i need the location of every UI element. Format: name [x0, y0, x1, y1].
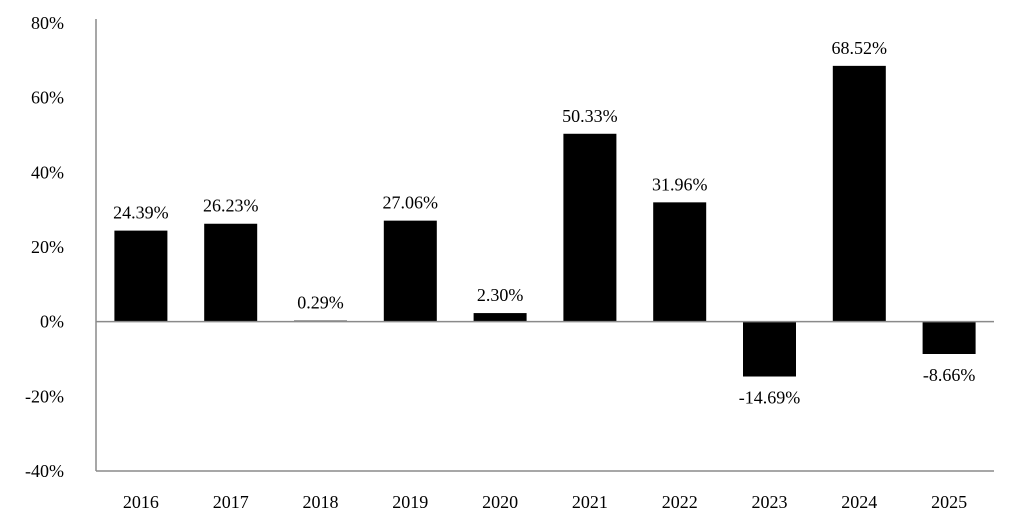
x-tick-label: 2020 — [482, 492, 518, 512]
data-label-2023: -14.69% — [739, 388, 801, 408]
x-tick-label: 2022 — [662, 492, 698, 512]
bar-2020 — [473, 313, 527, 322]
y-tick-label: 40% — [31, 162, 64, 182]
x-tick-label: 2024 — [841, 492, 877, 512]
bars — [114, 65, 976, 377]
x-tick-label: 2018 — [303, 492, 339, 512]
bar-2025 — [922, 321, 976, 354]
bar-2022 — [653, 202, 707, 322]
data-label-2018: 0.29% — [297, 293, 344, 313]
x-tick-label: 2019 — [392, 492, 428, 512]
x-tick-label: 2016 — [123, 492, 159, 512]
data-labels: 24.39% 26.23% 0.29% 27.06% 2.30% 50.33% 31.96%… — [113, 38, 975, 408]
y-tick-label: 60% — [31, 88, 64, 108]
bar-2023 — [743, 321, 796, 377]
data-label-2025: -8.66% — [923, 365, 976, 385]
data-label-2016: 24.39% — [113, 203, 169, 223]
x-tick-label: 2017 — [213, 492, 249, 512]
data-label-2024: 68.52% — [832, 38, 888, 58]
x-tick-label: 2021 — [572, 492, 608, 512]
y-tick-label: -20% — [25, 386, 64, 406]
data-label-2021: 50.33% — [562, 106, 618, 126]
y-tick-label: 20% — [31, 237, 64, 257]
bar-2024 — [832, 65, 886, 322]
bar-2017 — [204, 223, 258, 322]
x-axis-ticks: 2016 2017 2018 2019 2020 2021 2022 2023 2024 2025 — [123, 492, 967, 512]
y-tick-label: -40% — [25, 461, 64, 481]
bar-2016 — [114, 230, 168, 322]
data-label-2017: 26.23% — [203, 196, 259, 216]
x-tick-label: 2023 — [752, 492, 788, 512]
bar-2019 — [383, 220, 437, 322]
data-label-2022: 31.96% — [652, 174, 708, 194]
y-axis-ticks: 80% 60% 40% 20% 0% -20% -40% — [25, 13, 64, 481]
y-tick-label: 0% — [40, 312, 64, 332]
y-tick-label: 80% — [31, 13, 64, 33]
data-label-2019: 27.06% — [383, 193, 439, 213]
data-label-2020: 2.30% — [477, 285, 524, 305]
bar-2021 — [563, 133, 617, 322]
x-tick-label: 2025 — [931, 492, 967, 512]
